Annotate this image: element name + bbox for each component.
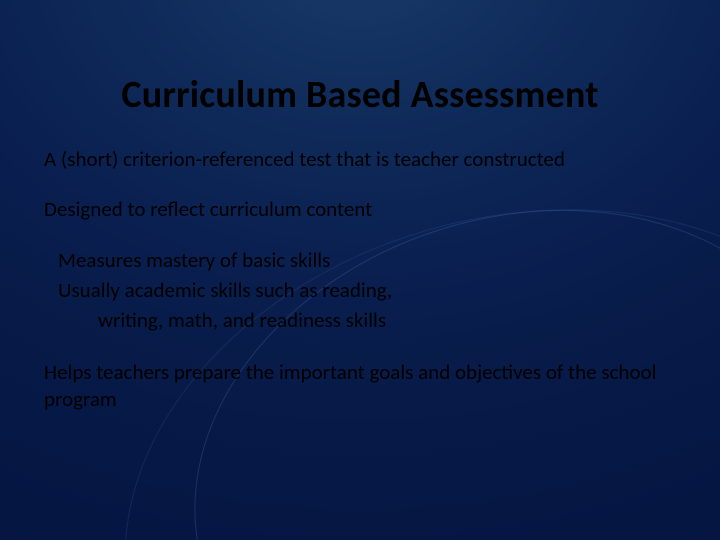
body-para-3a: Measures mastery of basic skills <box>44 247 676 273</box>
slide-title: Curriculum Based Assessment <box>0 72 720 118</box>
slide: Curriculum Based Assessment A (short) cr… <box>0 0 720 540</box>
body-para-4: Helps teachers prepare the important goa… <box>44 359 676 412</box>
body-para-3b: Usually academic skills such as reading, <box>44 277 676 303</box>
body-para-1: A (short) criterion-referenced test that… <box>44 146 676 172</box>
slide-body: A (short) criterion-referenced test that… <box>44 146 676 412</box>
body-para-2: Designed to reflect curriculum content <box>44 196 676 222</box>
body-para-3c: writing, math, and readiness skills <box>44 307 676 333</box>
